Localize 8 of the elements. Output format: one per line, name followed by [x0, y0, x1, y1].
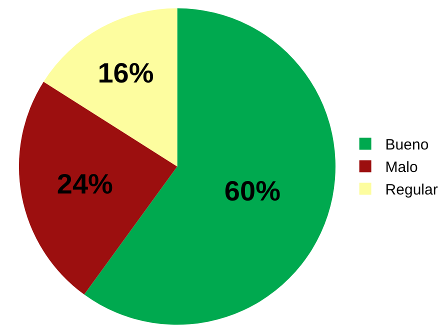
legend-label: Regular: [385, 182, 438, 199]
data-label: 24%: [56, 168, 114, 200]
pie-slice: [19, 82, 178, 295]
data-label: 16%: [98, 57, 154, 88]
pie-slice: [44, 8, 178, 166]
legend-label: Malo: [385, 159, 418, 176]
data-label: 60%: [224, 175, 281, 206]
legend-label: Bueno: [385, 136, 429, 154]
